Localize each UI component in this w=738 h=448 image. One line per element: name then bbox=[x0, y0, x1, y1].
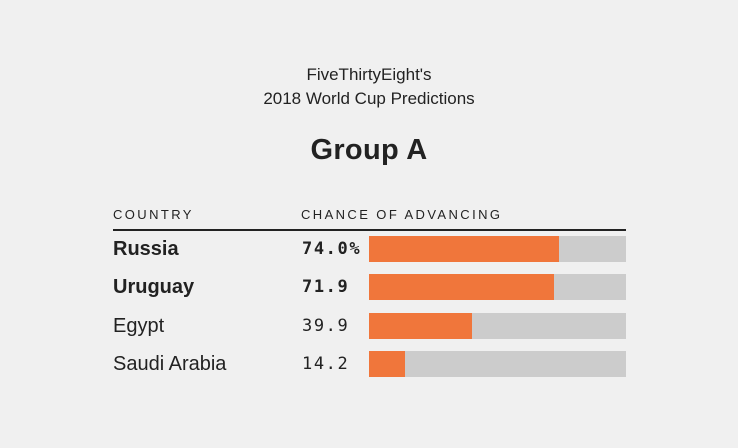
country-label: Russia bbox=[113, 238, 179, 260]
chart-subtitle-event: 2018 World Cup Predictions bbox=[263, 89, 475, 108]
bar bbox=[369, 313, 472, 339]
country-label: Saudi Arabia bbox=[113, 353, 227, 375]
bar-track bbox=[369, 351, 626, 377]
table-row: Egypt 39.9 bbox=[0, 313, 738, 339]
bar bbox=[369, 236, 559, 262]
chart-subtitle-publisher: FiveThirtyEight's bbox=[306, 65, 432, 84]
bar-track bbox=[369, 236, 626, 262]
header-divider bbox=[113, 229, 626, 231]
table-row: Russia 74.0% bbox=[0, 236, 738, 262]
column-header-country: COUNTRY bbox=[113, 207, 194, 222]
value-label: 14.2 bbox=[302, 354, 350, 374]
value-label: 39.9 bbox=[302, 316, 350, 336]
bar-track bbox=[369, 274, 626, 300]
table-row: Saudi Arabia 14.2 bbox=[0, 351, 738, 377]
bar bbox=[369, 274, 554, 300]
bar bbox=[369, 351, 405, 377]
country-label: Uruguay bbox=[113, 276, 195, 298]
table-row: Uruguay 71.9 bbox=[0, 274, 738, 300]
country-label: Egypt bbox=[113, 315, 165, 337]
value-label: 74.0% bbox=[302, 239, 362, 259]
value-label: 71.9 bbox=[302, 277, 350, 297]
bar-track bbox=[369, 313, 626, 339]
chart-title: Group A bbox=[310, 134, 428, 166]
column-header-chance: CHANCE OF ADVANCING bbox=[301, 207, 503, 222]
